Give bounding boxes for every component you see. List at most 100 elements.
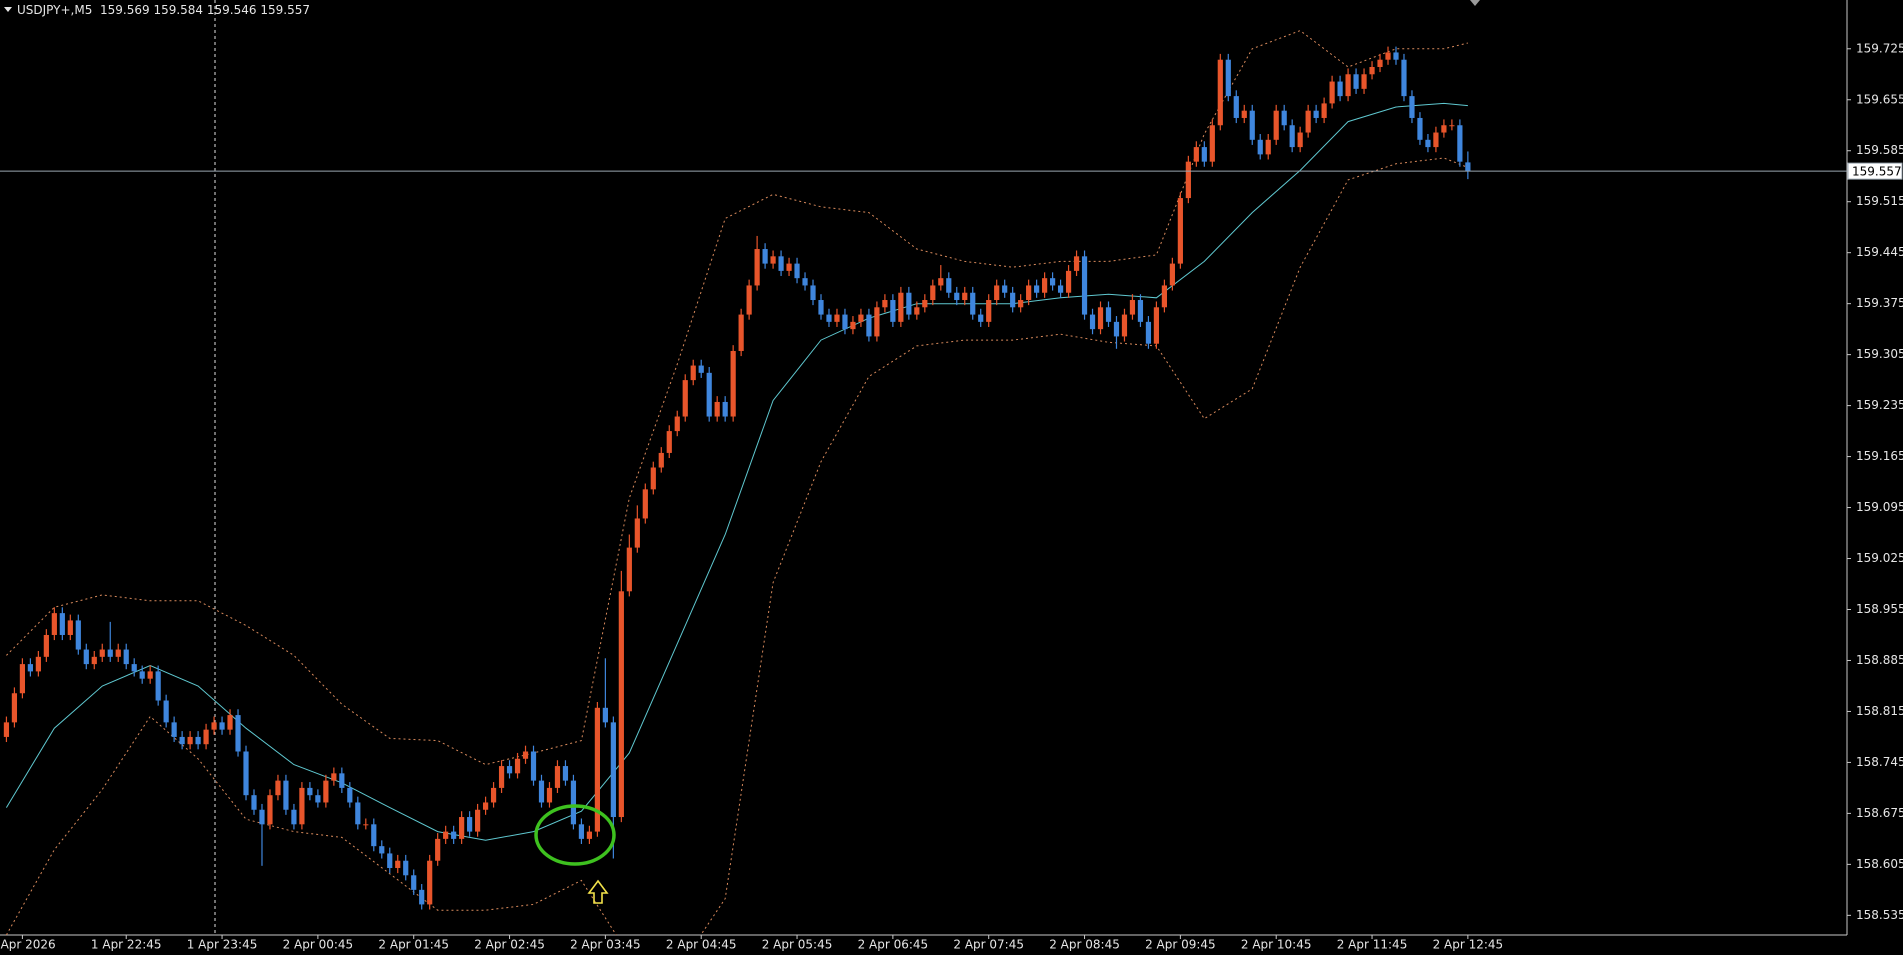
- candle-body: [1153, 307, 1160, 344]
- candle-body: [1161, 285, 1167, 308]
- candle-body: [650, 467, 656, 490]
- x-tick-label: 2 Apr 01:45: [378, 938, 449, 952]
- candle-body: [826, 314, 832, 322]
- candle-body: [866, 314, 872, 337]
- menu-arrow[interactable]: [4, 7, 12, 12]
- candle-body: [147, 671, 153, 679]
- candle-body: [1417, 117, 1423, 140]
- candle-body: [1169, 263, 1175, 286]
- candle-body: [666, 431, 672, 453]
- x-tick-label: 1 Apr 2026: [0, 938, 56, 952]
- x-tick-label: 2 Apr 06:45: [858, 938, 929, 952]
- candle-body: [1393, 52, 1399, 60]
- candle-body: [363, 824, 369, 826]
- candle-body: [1425, 139, 1431, 148]
- low-value: 159.546: [207, 3, 257, 17]
- y-tick-label: 159.585: [1856, 143, 1903, 157]
- candle-body: [227, 715, 233, 730]
- y-tick-label: 158.815: [1856, 704, 1903, 718]
- candle-body: [882, 300, 888, 308]
- candle-body: [243, 751, 249, 796]
- x-tick-label: 2 Apr 05:45: [762, 938, 833, 952]
- candle-body: [395, 860, 401, 869]
- candle-body: [139, 671, 145, 679]
- candle-body: [1209, 125, 1215, 162]
- candle-body: [810, 285, 816, 301]
- candle-body: [586, 831, 593, 839]
- candle-body: [195, 736, 201, 745]
- candle-body: [219, 722, 225, 730]
- candle-body: [506, 766, 513, 774]
- candle-body: [211, 722, 217, 730]
- y-tick-label: 158.675: [1856, 806, 1903, 820]
- y-tick-label: 159.725: [1856, 41, 1903, 55]
- x-tick-label: 2 Apr 09:45: [1145, 938, 1216, 952]
- x-tick-label: 2 Apr 04:45: [666, 938, 737, 952]
- candle-body: [730, 350, 736, 417]
- candle-body: [1049, 278, 1056, 286]
- candle-body: [59, 613, 65, 635]
- candle-body: [123, 649, 129, 665]
- candle-body: [858, 314, 864, 322]
- candle-body: [1329, 81, 1335, 104]
- candle-body: [794, 263, 800, 279]
- candle-body: [1297, 132, 1303, 148]
- x-tick-label: 2 Apr 07:45: [953, 938, 1024, 952]
- candle-body: [163, 700, 169, 723]
- candle-body: [1361, 74, 1367, 89]
- candle-body: [898, 292, 904, 322]
- y-tick-label: 159.165: [1856, 449, 1903, 463]
- candle-body: [371, 824, 377, 847]
- candle-body: [1185, 161, 1191, 199]
- y-tick-label: 159.655: [1856, 92, 1903, 106]
- high-value: 159.584: [153, 3, 203, 17]
- candle-body: [91, 656, 97, 665]
- candle-body: [387, 853, 393, 869]
- candle-body: [435, 838, 441, 861]
- candle-body: [1345, 74, 1351, 97]
- candle-body: [19, 664, 26, 694]
- y-tick-label: 159.235: [1856, 398, 1903, 412]
- y-tick-label: 159.445: [1856, 245, 1903, 259]
- y-tick-label: 158.955: [1856, 602, 1903, 616]
- candle-body: [403, 860, 409, 876]
- candle-body: [1377, 59, 1383, 67]
- y-tick-label: 158.605: [1856, 857, 1903, 871]
- candle-body: [1121, 314, 1128, 337]
- candle-body: [738, 314, 744, 351]
- candle-body: [1241, 110, 1247, 118]
- candle-body: [1217, 59, 1223, 126]
- candle-body: [626, 547, 632, 592]
- candle-body: [578, 824, 585, 839]
- candle-body: [522, 751, 529, 759]
- candle-body: [291, 809, 297, 825]
- candle-body: [155, 671, 161, 701]
- candle-body: [1457, 125, 1463, 162]
- band-upper: [6, 30, 1469, 766]
- candle-body: [187, 736, 193, 745]
- candle-body: [1273, 110, 1279, 140]
- highlight-circle: [534, 804, 616, 866]
- price-label: 159.557: [1852, 165, 1902, 179]
- candle-body: [51, 613, 57, 635]
- candle-body: [1369, 66, 1375, 75]
- candle-body: [299, 787, 305, 825]
- candle-body: [1193, 147, 1199, 162]
- candle-body: [842, 314, 848, 330]
- candle-body: [1353, 74, 1359, 89]
- candle-body: [754, 249, 760, 286]
- candle-body: [1018, 300, 1024, 308]
- y-tick-label: 159.515: [1856, 194, 1903, 208]
- x-tick-label: 1 Apr 22:45: [91, 938, 162, 952]
- candle-body: [467, 817, 473, 832]
- candle-body: [642, 489, 648, 519]
- candle-body: [778, 256, 784, 271]
- candle-body: [594, 707, 600, 832]
- candle-body: [1225, 59, 1231, 97]
- candle-body: [107, 649, 113, 657]
- candle-body: [347, 787, 353, 803]
- candle-body: [570, 780, 577, 825]
- price-label-box: [1847, 162, 1903, 180]
- candle-body: [1305, 110, 1311, 133]
- candle-body: [970, 292, 976, 315]
